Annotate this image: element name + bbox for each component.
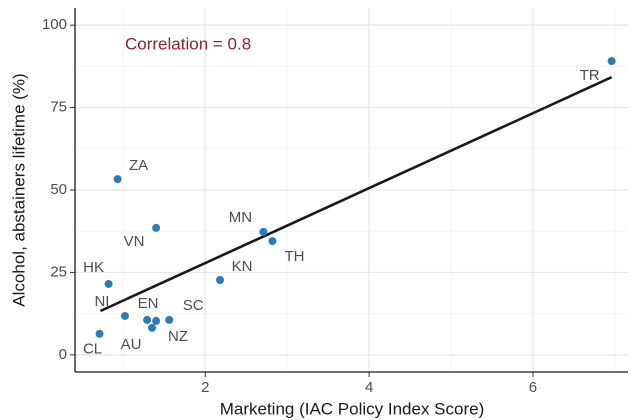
y-tick-label: 0 [59, 346, 67, 363]
point [148, 323, 157, 332]
point-label: TR [580, 67, 600, 84]
x-tick-label: 4 [365, 379, 373, 396]
point [165, 315, 174, 324]
point [143, 315, 152, 324]
point [104, 279, 113, 288]
point [216, 276, 225, 285]
point-label: VN [124, 233, 145, 250]
x-tick-label: 6 [529, 379, 537, 396]
point-label: NI [94, 293, 109, 310]
point [152, 223, 161, 232]
y-tick-label: 25 [50, 263, 67, 280]
point [95, 329, 104, 338]
point [113, 175, 122, 184]
point-label: MN [229, 209, 252, 226]
point [259, 227, 268, 236]
point [607, 57, 616, 66]
point [152, 316, 161, 325]
point-label: NZ [168, 328, 188, 345]
x-axis-title: Marketing (IAC Policy Index Score) [220, 399, 485, 418]
annotation: Correlation = 0.8 [125, 34, 251, 53]
fit-line [99, 76, 613, 313]
y-tick-label: 50 [50, 181, 67, 198]
point-label: ZA [129, 157, 148, 174]
point [268, 237, 277, 246]
y-axis-title: Alcohol, abstainers lifetime (%) [9, 73, 28, 306]
y-tick-label: 100 [42, 16, 67, 33]
x-tick-label: 2 [201, 379, 209, 396]
point-label: KN [232, 258, 253, 275]
y-tick-label: 75 [50, 99, 67, 116]
point-label: AU [121, 336, 142, 353]
point-label: EN [138, 295, 159, 312]
point-label: HK [83, 259, 104, 276]
point-label: TH [284, 248, 304, 265]
point-label: CL [83, 341, 102, 358]
point [120, 311, 129, 320]
point-label: SC [183, 297, 204, 314]
